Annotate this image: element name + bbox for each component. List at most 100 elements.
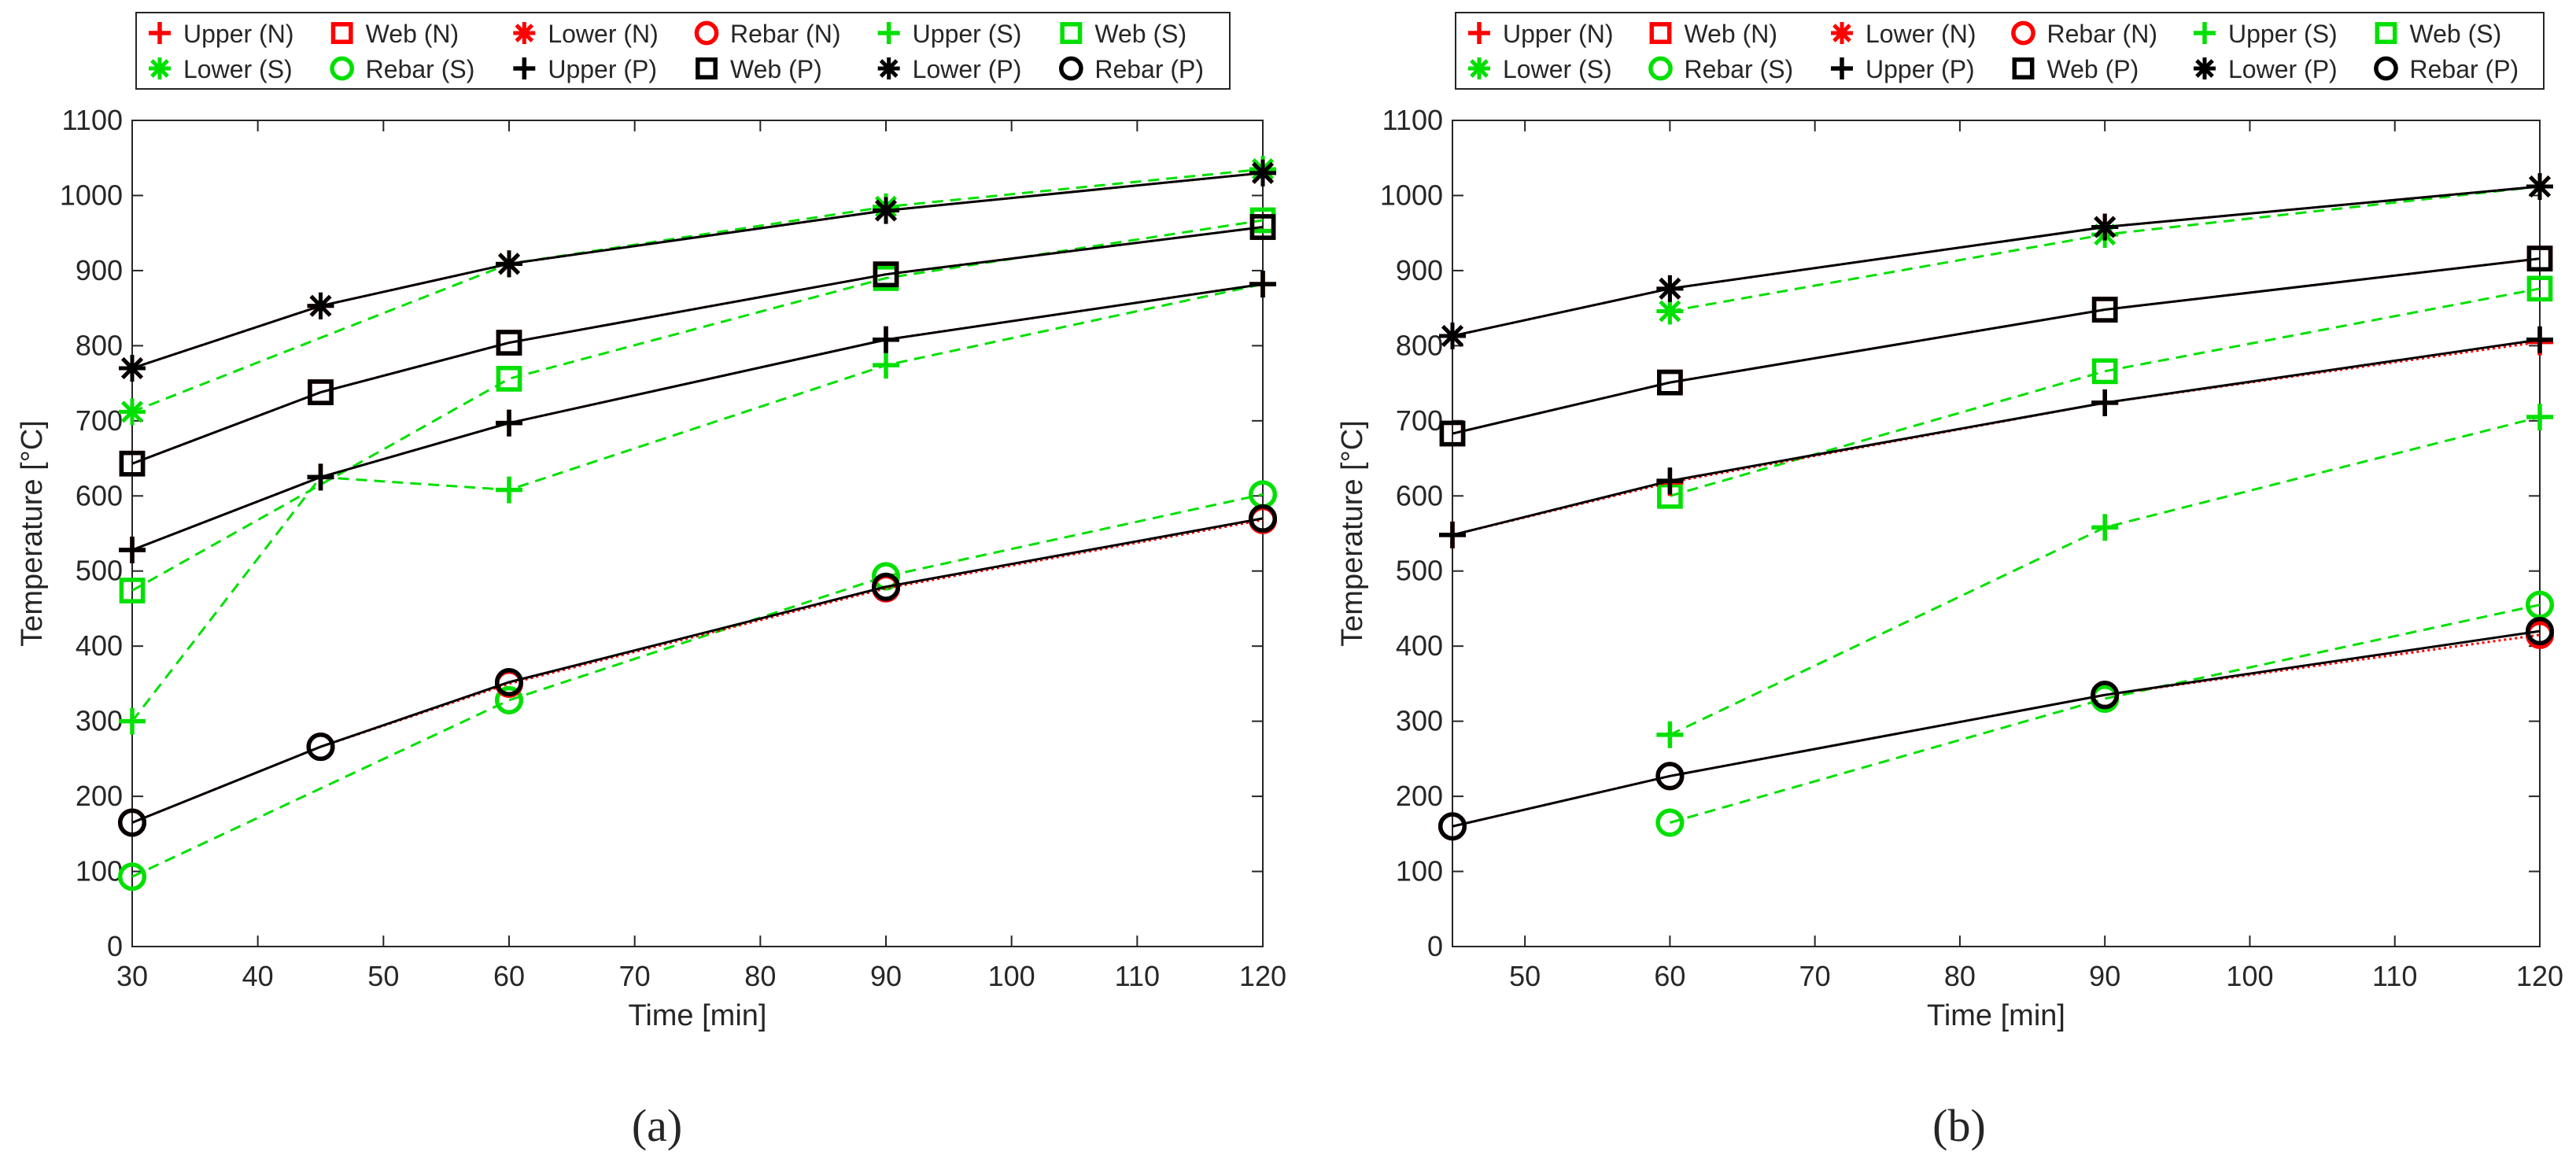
legend-marker [330, 22, 353, 44]
x-tick-label: 100 [988, 960, 1035, 992]
y-tick-label: 500 [1396, 555, 1443, 587]
data-point [1249, 271, 1276, 298]
data-point [496, 366, 522, 392]
y-tick-label: 900 [76, 254, 123, 286]
legend-item: Rebar (S) [330, 55, 474, 83]
legend-marker [1649, 22, 1672, 44]
data-point [117, 862, 147, 891]
series-upper-p [119, 271, 1276, 563]
legend-label: Web (N) [1685, 20, 1778, 48]
y-tick-label: 700 [76, 404, 123, 437]
legend-item: Lower (N) [1831, 20, 1976, 48]
legend-label: Upper (S) [2228, 20, 2338, 48]
y-tick-label: 400 [1396, 629, 1443, 662]
chart-a: 30 40 50 60 70 80 90 100 110 120 0 100 200 300 400 500 6… [16, 12, 1286, 1151]
legend-marker [696, 57, 718, 79]
series-line [1452, 185, 2541, 338]
subfigure-label: (a) [632, 1100, 682, 1151]
legend-label: Rebar (N) [2047, 20, 2157, 48]
series-line [131, 168, 1264, 413]
data-point [2526, 326, 2553, 353]
legend-item: Lower (S) [1468, 55, 1612, 83]
legend-marker [2194, 22, 2216, 44]
y-tick-label: 1000 [60, 179, 123, 211]
legend: Upper (N) Web (N) Lower (N) Rebar (N) Upper … [1455, 12, 2545, 90]
data-point [1655, 762, 1685, 791]
data-point [873, 197, 899, 224]
legend-marker [2194, 57, 2216, 79]
x-tick-label: 110 [1115, 960, 1160, 992]
data-point [119, 398, 146, 426]
data-point [1656, 297, 1684, 325]
data-point [494, 685, 524, 714]
legend-marker [149, 57, 171, 79]
legend-label: Lower (S) [183, 55, 293, 83]
x-tick-label: 90 [2089, 960, 2120, 992]
y-tick-label: 0 [1427, 930, 1443, 962]
legend-marker [694, 20, 719, 46]
data-point [1656, 275, 1684, 302]
legend-item: Web (S) [1060, 20, 1187, 48]
x-tick-label: 80 [744, 960, 776, 992]
x-tick-label: 90 [870, 960, 902, 992]
y-tick-label: 400 [76, 629, 123, 662]
legend-item: Lower (N) [513, 20, 659, 48]
x-tick-label: 50 [1509, 960, 1541, 992]
legend-label: Lower (N) [548, 20, 658, 48]
series-line [131, 226, 1264, 465]
data-point [306, 733, 335, 762]
data-point [2091, 681, 2120, 710]
y-tick-label: 200 [76, 780, 123, 812]
legend-box [1455, 12, 2545, 90]
legend-marker [1648, 56, 1673, 81]
legend-item: Web (S) [2375, 20, 2501, 48]
legend-item: Rebar (N) [2011, 20, 2157, 48]
legend-label: Lower (S) [1503, 55, 1612, 83]
data-point [308, 379, 334, 405]
legend-item: Upper (N) [149, 20, 293, 48]
series-web-p [119, 214, 1276, 477]
data-point [871, 562, 901, 591]
legend-item: Rebar (P) [2374, 55, 2519, 83]
legend-item: Upper (S) [877, 20, 1021, 48]
x-tick-label: 100 [2226, 960, 2273, 992]
series-lower-p [1439, 173, 2553, 349]
series-upper-p [1439, 326, 2553, 548]
x-tick-label: 60 [1654, 960, 1685, 992]
data-point [2525, 590, 2555, 619]
x-tick-label: 110 [2372, 960, 2417, 992]
legend-item: Rebar (S) [1648, 55, 1793, 83]
legend-item: Lower (S) [149, 55, 293, 83]
legend-label: Lower (P) [2228, 55, 2338, 83]
y-tick-label: 1100 [62, 104, 123, 136]
x-tick-label: 80 [1944, 960, 1976, 992]
x-tick-label: 120 [2516, 960, 2563, 992]
data-point [119, 578, 146, 603]
x-tick-label: 60 [493, 960, 525, 992]
legend-label: Web (S) [1094, 20, 1187, 48]
legend-item: Upper (P) [1831, 55, 1975, 83]
legend-marker [1468, 57, 1490, 79]
data-point [1657, 369, 1683, 396]
x-axis-label: Time [min] [629, 999, 767, 1032]
data-point [119, 450, 146, 477]
legend-item: Upper (P) [513, 55, 657, 83]
legend-marker [149, 22, 171, 44]
x-tick-label: 40 [242, 960, 274, 992]
x-tick-label: 70 [1799, 960, 1831, 992]
data-point [1439, 322, 1466, 349]
data-point [2525, 617, 2555, 646]
y-axis-label: Temperature [°C] [16, 420, 49, 647]
series-rebar-p [117, 504, 1278, 837]
legend-item: Lower (P) [2194, 55, 2338, 83]
y-tick-label: 1000 [1380, 179, 1443, 211]
data-point [1656, 467, 1684, 495]
subfigure-label: (b) [1932, 1100, 1986, 1151]
legend-marker [2012, 57, 2035, 79]
data-point [496, 330, 522, 356]
legend-label: Rebar (N) [730, 20, 840, 48]
series-line [1452, 338, 2541, 537]
data-point [494, 667, 524, 697]
legend-item: Lower (P) [877, 55, 1021, 83]
data-point [871, 572, 901, 601]
